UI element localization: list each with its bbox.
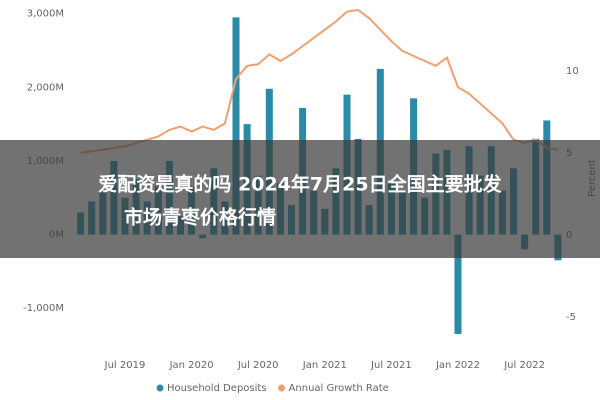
overlay-title: 市场青枣价格行情 (124, 206, 276, 229)
legend-marker (156, 384, 164, 392)
x-tick-label: Jul 2022 (503, 360, 545, 371)
legend-label: Household Deposits (167, 383, 267, 394)
legend-marker (278, 384, 286, 392)
x-tick-label: Jan 2020 (169, 360, 214, 371)
x-tick-label: Jul 2021 (370, 360, 412, 371)
y2-tick-label: 10 (566, 66, 579, 77)
legend-label: Annual Growth Rate (289, 383, 389, 394)
x-tick-label: Jan 2022 (435, 360, 480, 371)
bar (232, 17, 240, 235)
overlay-banner (0, 140, 600, 258)
y-tick-label: -1,000M (23, 303, 64, 314)
overlay-title: 爱配资是真的吗 2024年7月25日全国主要批发 (98, 173, 502, 196)
y-tick-label: 2,000M (27, 82, 64, 93)
x-tick-label: Jul 2019 (104, 360, 146, 371)
y-tick-label: 3,000M (27, 9, 64, 20)
line (80, 8, 559, 154)
x-tick-label: Jan 2021 (302, 360, 347, 371)
x-tick-label: Jul 2020 (237, 360, 279, 371)
bar (454, 234, 462, 334)
y2-tick-label: -5 (566, 312, 576, 323)
